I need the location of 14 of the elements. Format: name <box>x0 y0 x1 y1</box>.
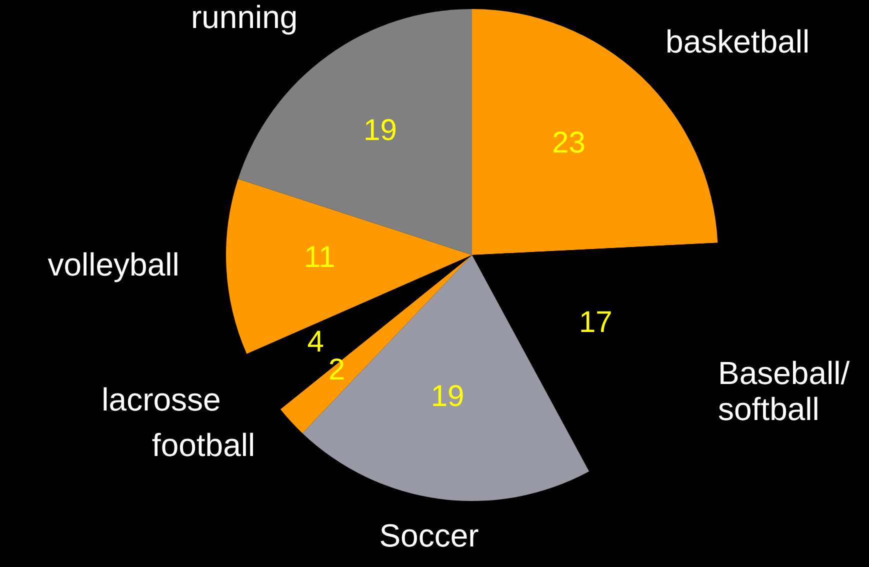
data-label: 19 <box>364 114 397 148</box>
data-label: 2 <box>328 353 346 386</box>
data-label: 19 <box>430 380 464 413</box>
slice-label: Soccer <box>379 517 480 554</box>
data-label: 17 <box>578 306 612 339</box>
slice-label: football <box>152 427 256 464</box>
slice-label: basketball <box>666 23 810 60</box>
slice-label: Baseball/softball <box>718 355 850 428</box>
data-label: 4 <box>307 325 324 358</box>
slice-label: running <box>190 0 298 36</box>
slice-label: lacrosse <box>102 381 221 418</box>
slice-label: volleyball <box>48 246 180 282</box>
data-label: 11 <box>304 240 336 274</box>
data-label: 23 <box>552 126 586 160</box>
